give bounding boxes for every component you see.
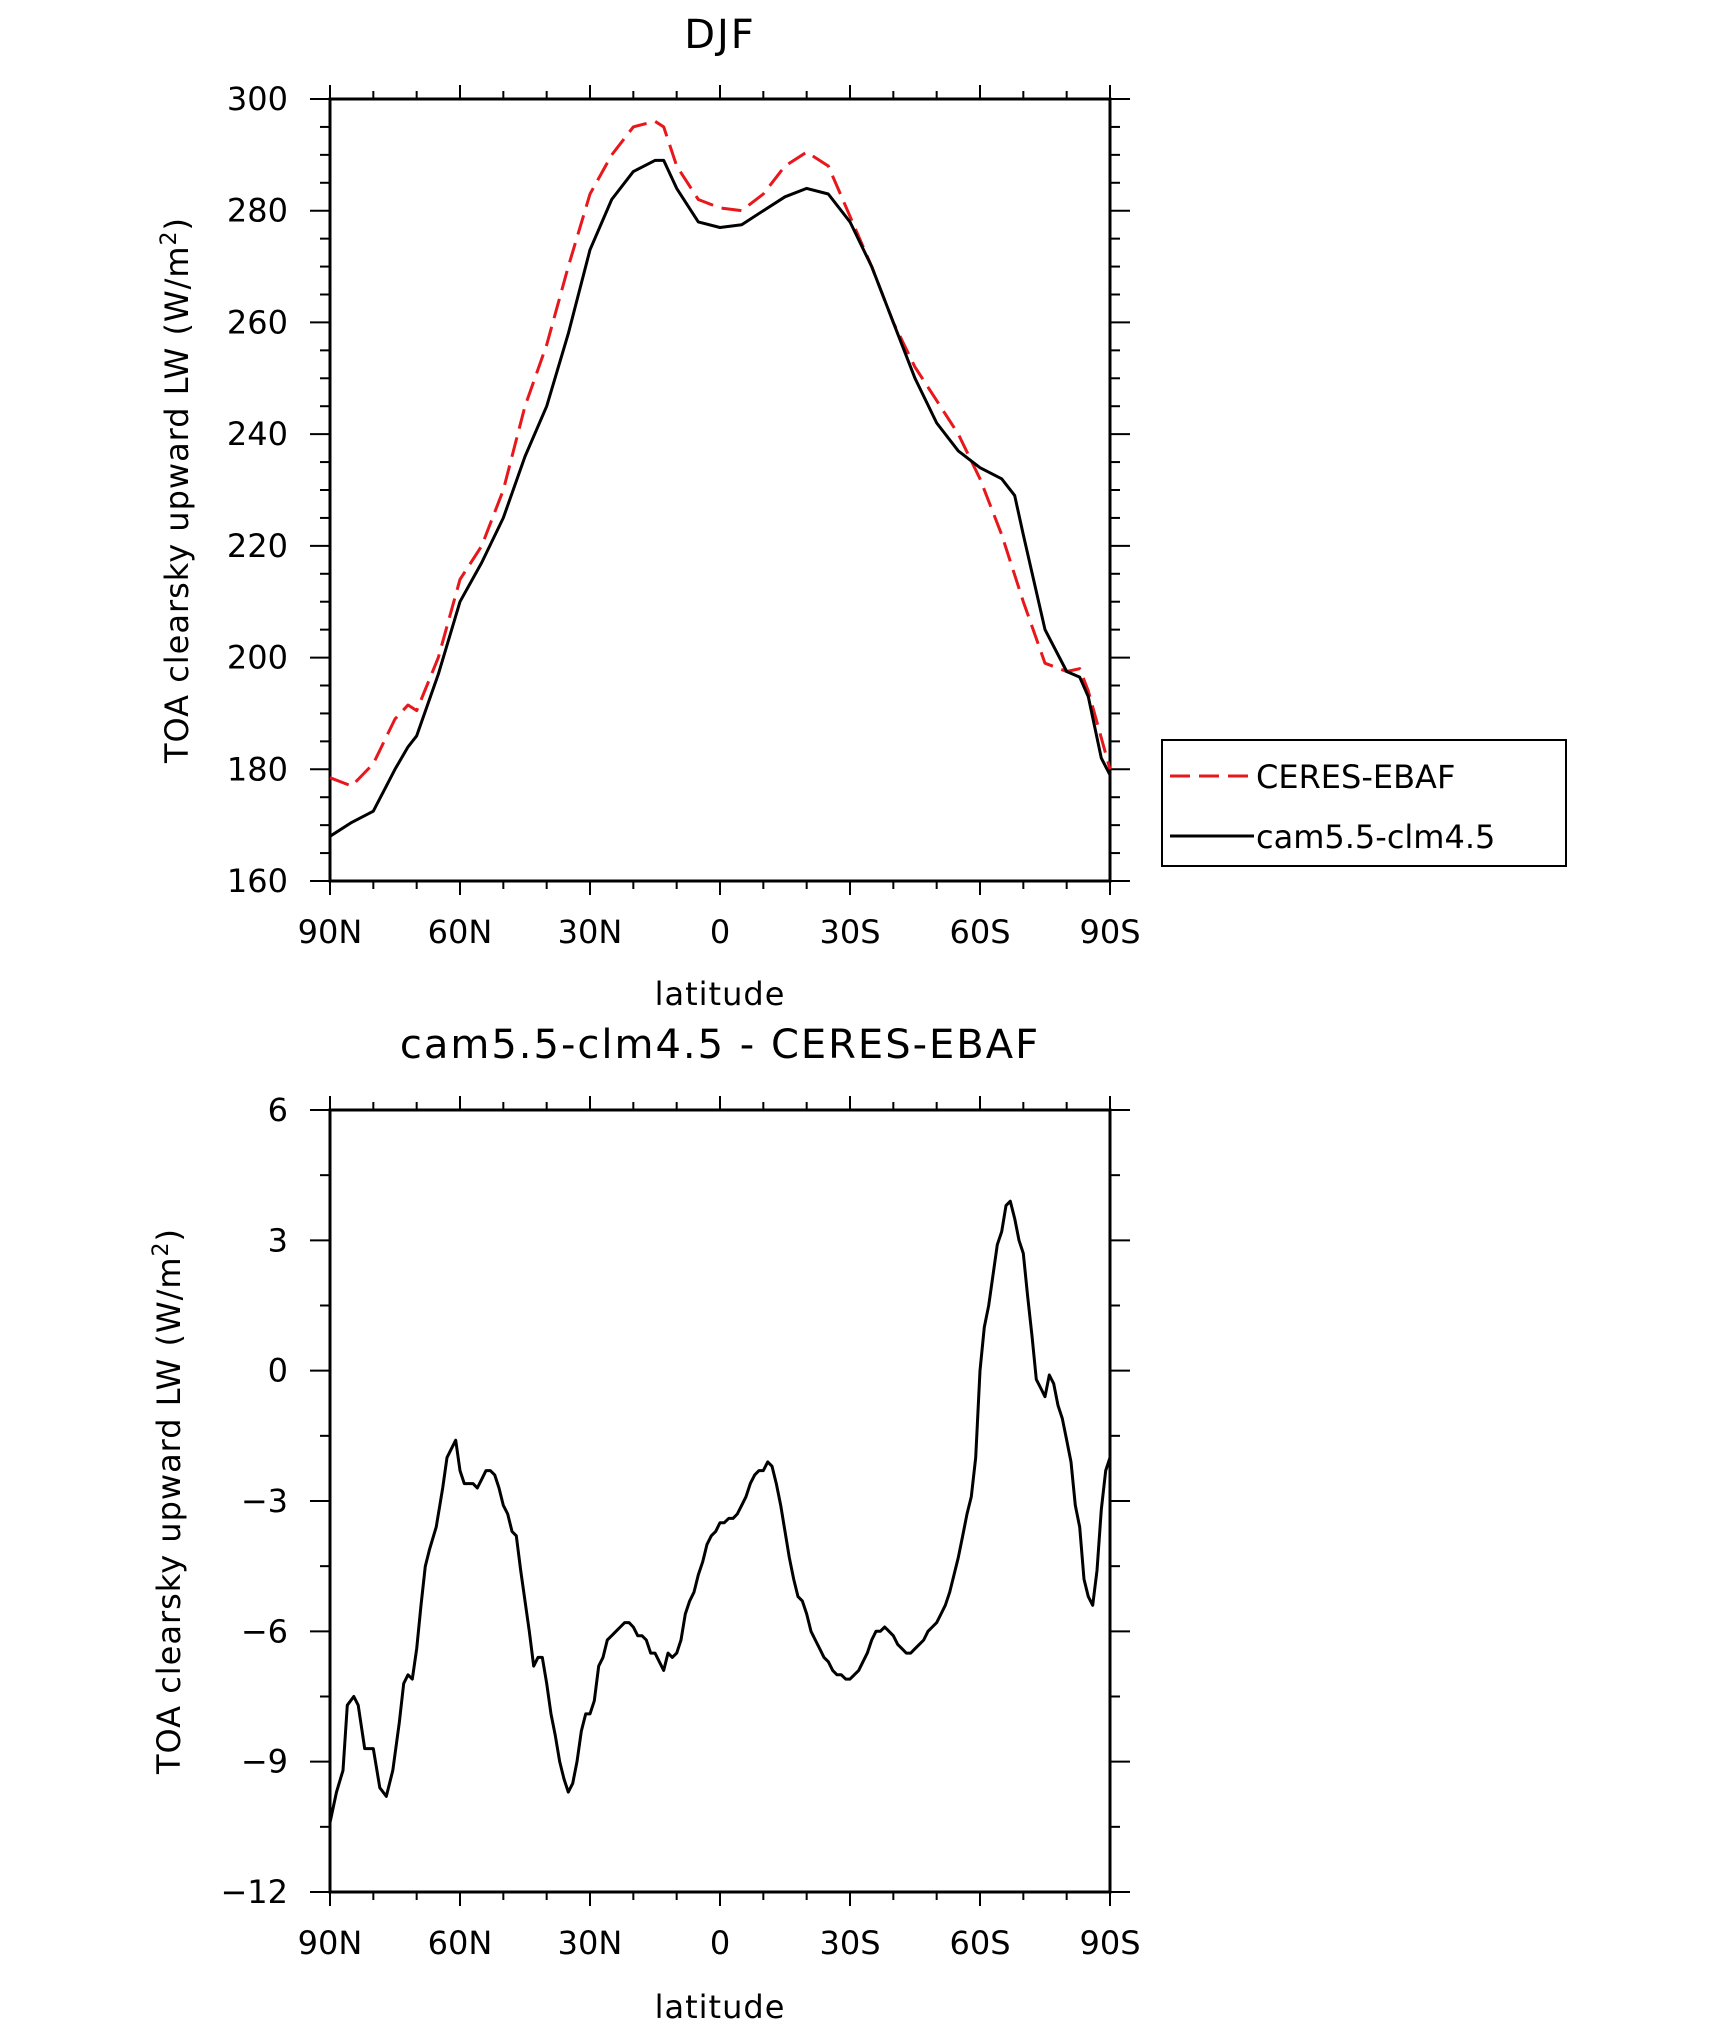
y-axis-title-close: ) (158, 217, 196, 230)
y-tick-label: 160 (227, 862, 288, 900)
legend-entry-label: CERES-EBAF (1256, 758, 1455, 796)
y-axis-title-main: TOA clearsky upward LW (W/m (158, 245, 196, 764)
y-tick-label: 240 (227, 415, 288, 453)
y-tick-label: −6 (241, 1612, 288, 1650)
series-line-ceres-ebaf (329, 119, 1112, 788)
y-tick-label: 220 (227, 527, 288, 565)
panel-bottom: 90N 60N 30N 0 30S 60S 90S −12 −9 −6 −3 0 3 6 cam5.5-cl… (149, 1022, 1141, 2021)
y-axis-title: TOA clearsky upward LW (W/m2) (157, 217, 196, 764)
y-tick-label: −3 (241, 1482, 288, 1520)
x-tick-label: 90N (298, 913, 363, 951)
y-tick-label: 280 (227, 192, 288, 230)
chart-title: DJF (684, 12, 756, 58)
series-line-cam5-5-clm4-5 (329, 158, 1112, 838)
x-tick-label: 0 (710, 1924, 730, 1962)
legend-entry-label: cam5.5-clm4.5 (1256, 818, 1495, 856)
x-tick-label: 0 (710, 913, 730, 951)
legend-box (1161, 739, 1567, 867)
y-axis-title-superscript: 2 (149, 1241, 174, 1256)
x-tick-label: 90N (298, 1924, 363, 1962)
y-tick-label: 180 (227, 750, 288, 788)
x-tick-label: 30N (558, 913, 623, 951)
y-axis-title-main: TOA clearsky upward LW (W/m (150, 1256, 188, 1775)
y-tick-label: 6 (268, 1091, 288, 1129)
x-tick-label: 90S (1079, 913, 1140, 951)
x-axis-title: latitude (655, 1988, 786, 2021)
x-tick-label: 60S (949, 1924, 1010, 1962)
x-tick-label: 60S (949, 913, 1010, 951)
y-axis-title-close: ) (150, 1228, 188, 1241)
x-tick-label: 90S (1079, 1924, 1140, 1962)
series-line-difference (328, 1199, 1112, 1823)
x-tick-label: 60N (428, 1924, 493, 1962)
chart-title: cam5.5-clm4.5 - CERES-EBAF (400, 1022, 1040, 1068)
y-axis-title: TOA clearsky upward LW (W/m2) (149, 1228, 188, 1775)
y-tick-label: 300 (227, 80, 288, 118)
legend: CERES-EBAF cam5.5-clm4.5 (1161, 739, 1567, 867)
plot-frame (328, 1108, 1112, 1894)
x-tick-label: 30S (819, 913, 880, 951)
y-tick-label: −9 (241, 1743, 288, 1781)
y-tick-label: 0 (268, 1352, 288, 1390)
x-tick-label: 60N (428, 913, 493, 951)
plot-frame (328, 97, 1112, 883)
x-tick-label: 30S (819, 1924, 880, 1962)
y-tick-label: 3 (268, 1221, 288, 1259)
y-tick-label: −12 (220, 1873, 288, 1911)
x-axis-title: latitude (655, 975, 786, 1013)
y-tick-label: 200 (227, 639, 288, 677)
y-axis-title-superscript: 2 (157, 230, 182, 245)
x-tick-label: 30N (558, 1924, 623, 1962)
panel-top: 90N 60N 30N 0 30S 60S 90S 160 180 200 220 240 260 280… (157, 12, 1567, 1013)
y-tick-label: 260 (227, 303, 288, 341)
